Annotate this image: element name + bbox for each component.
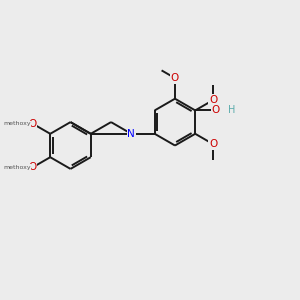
Text: methoxy: methoxy <box>3 121 31 126</box>
Text: O: O <box>212 105 220 116</box>
Text: O: O <box>209 139 217 149</box>
Text: O: O <box>171 73 179 83</box>
Text: O: O <box>209 95 217 105</box>
Text: methoxy: methoxy <box>3 165 31 170</box>
Text: O: O <box>28 163 37 172</box>
Text: O: O <box>28 118 37 128</box>
Text: H: H <box>228 105 236 116</box>
Text: N: N <box>128 129 135 139</box>
